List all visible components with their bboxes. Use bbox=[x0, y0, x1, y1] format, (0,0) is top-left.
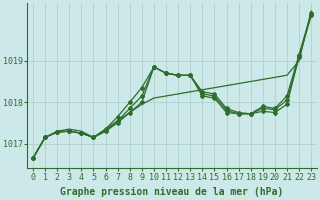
X-axis label: Graphe pression niveau de la mer (hPa): Graphe pression niveau de la mer (hPa) bbox=[60, 187, 284, 197]
